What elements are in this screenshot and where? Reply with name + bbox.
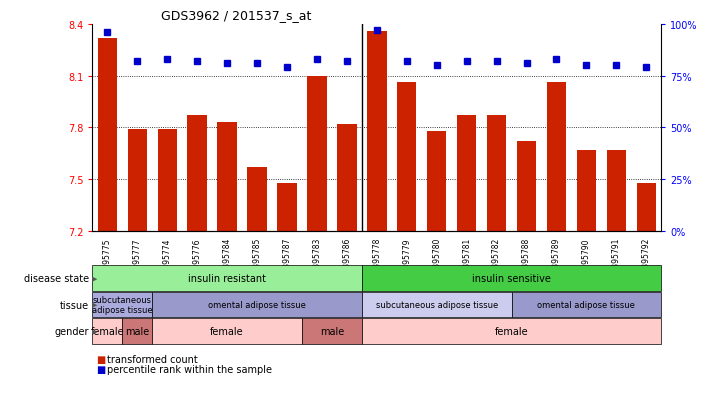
Text: tissue: tissue [60, 300, 89, 310]
Bar [517, 142, 536, 231]
Bar [188, 116, 207, 231]
Text: omental adipose tissue: omental adipose tissue [208, 300, 306, 309]
Bar [158, 130, 177, 231]
Text: female: female [90, 326, 124, 336]
Bar [606, 150, 626, 231]
Bar [457, 116, 476, 231]
Text: insulin resistant: insulin resistant [188, 273, 266, 283]
Text: disease state: disease state [23, 273, 89, 283]
Text: GDS3962 / 201537_s_at: GDS3962 / 201537_s_at [161, 9, 311, 22]
Bar [577, 150, 596, 231]
Text: ▶: ▶ [92, 328, 97, 334]
Text: percentile rank within the sample: percentile rank within the sample [107, 364, 272, 374]
Bar [127, 130, 147, 231]
Bar [218, 123, 237, 231]
Bar [337, 125, 357, 231]
Text: ▶: ▶ [92, 302, 97, 308]
Bar [277, 183, 296, 231]
Bar [547, 83, 566, 231]
Bar [636, 183, 656, 231]
Text: subcutaneous
adipose tissue: subcutaneous adipose tissue [92, 295, 153, 314]
Text: male: male [320, 326, 344, 336]
Bar [307, 76, 326, 231]
Text: insulin sensitive: insulin sensitive [472, 273, 551, 283]
Text: ▶: ▶ [92, 275, 97, 281]
Text: gender: gender [54, 326, 89, 336]
Text: subcutaneous adipose tissue: subcutaneous adipose tissue [375, 300, 498, 309]
Text: female: female [210, 326, 244, 336]
Text: ■: ■ [96, 354, 105, 364]
Text: ■: ■ [96, 364, 105, 374]
Text: transformed count: transformed count [107, 354, 198, 364]
Bar [487, 116, 506, 231]
Text: female: female [495, 326, 528, 336]
Bar [367, 32, 387, 231]
Bar [427, 131, 447, 231]
Bar [247, 168, 267, 231]
Bar [397, 83, 417, 231]
Text: omental adipose tissue: omental adipose tissue [538, 300, 636, 309]
Bar [97, 38, 117, 231]
Text: male: male [125, 326, 149, 336]
